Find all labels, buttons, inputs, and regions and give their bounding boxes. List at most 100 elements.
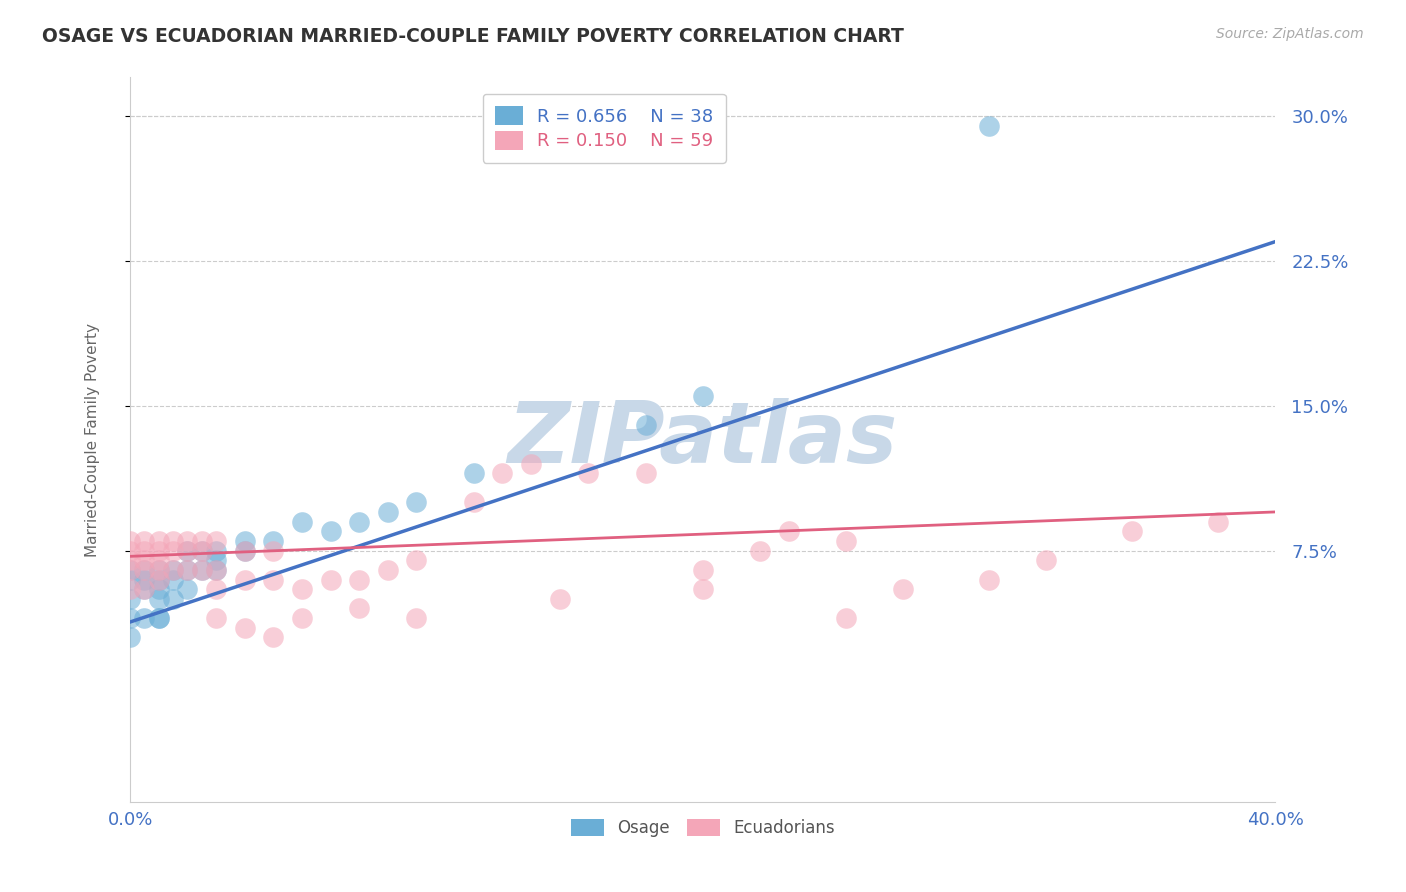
Point	[162, 543, 184, 558]
Point	[576, 467, 599, 481]
Point	[120, 631, 142, 645]
Point	[176, 582, 198, 596]
Point	[134, 543, 156, 558]
Point	[405, 495, 427, 509]
Point	[319, 524, 342, 539]
Point	[205, 553, 228, 567]
Point	[692, 389, 714, 403]
Point	[262, 543, 284, 558]
Point	[120, 582, 142, 596]
Point	[120, 543, 142, 558]
Point	[162, 573, 184, 587]
Point	[291, 582, 314, 596]
Point	[347, 515, 370, 529]
Point	[749, 543, 772, 558]
Point	[134, 533, 156, 548]
Point	[778, 524, 800, 539]
Point	[205, 533, 228, 548]
Point	[463, 467, 485, 481]
Point	[463, 495, 485, 509]
Point	[120, 591, 142, 606]
Point	[319, 573, 342, 587]
Point	[835, 533, 858, 548]
Point	[377, 505, 399, 519]
Point	[205, 543, 228, 558]
Point	[120, 533, 142, 548]
Point	[162, 591, 184, 606]
Point	[176, 543, 198, 558]
Point	[891, 582, 914, 596]
Point	[233, 543, 256, 558]
Point	[134, 582, 156, 596]
Point	[347, 601, 370, 615]
Point	[835, 611, 858, 625]
Legend: Osage, Ecuadorians: Osage, Ecuadorians	[564, 813, 842, 844]
Point	[134, 553, 156, 567]
Point	[377, 563, 399, 577]
Point	[262, 533, 284, 548]
Point	[347, 573, 370, 587]
Point	[491, 467, 513, 481]
Point	[233, 543, 256, 558]
Point	[148, 553, 170, 567]
Point	[176, 563, 198, 577]
Point	[262, 573, 284, 587]
Point	[190, 543, 212, 558]
Point	[233, 621, 256, 635]
Point	[405, 553, 427, 567]
Point	[134, 563, 156, 577]
Point	[1121, 524, 1143, 539]
Point	[520, 457, 543, 471]
Point	[134, 582, 156, 596]
Point	[190, 563, 212, 577]
Point	[291, 515, 314, 529]
Point	[148, 563, 170, 577]
Point	[148, 573, 170, 587]
Point	[148, 533, 170, 548]
Point	[148, 573, 170, 587]
Point	[1206, 515, 1229, 529]
Point	[120, 563, 142, 577]
Point	[148, 611, 170, 625]
Point	[979, 119, 1001, 133]
Point	[148, 591, 170, 606]
Point	[205, 611, 228, 625]
Point	[548, 591, 571, 606]
Point	[233, 533, 256, 548]
Point	[634, 417, 657, 432]
Text: Source: ZipAtlas.com: Source: ZipAtlas.com	[1216, 27, 1364, 41]
Point	[190, 543, 212, 558]
Point	[134, 563, 156, 577]
Point	[148, 582, 170, 596]
Point	[176, 533, 198, 548]
Point	[205, 563, 228, 577]
Point	[692, 563, 714, 577]
Point	[692, 582, 714, 596]
Point	[162, 563, 184, 577]
Text: ZIPatlas: ZIPatlas	[508, 398, 898, 481]
Point	[148, 611, 170, 625]
Point	[190, 533, 212, 548]
Point	[120, 563, 142, 577]
Point	[120, 553, 142, 567]
Point	[176, 563, 198, 577]
Point	[162, 533, 184, 548]
Point	[148, 563, 170, 577]
Text: OSAGE VS ECUADORIAN MARRIED-COUPLE FAMILY POVERTY CORRELATION CHART: OSAGE VS ECUADORIAN MARRIED-COUPLE FAMIL…	[42, 27, 904, 45]
Point	[405, 611, 427, 625]
Point	[1035, 553, 1057, 567]
Y-axis label: Married-Couple Family Poverty: Married-Couple Family Poverty	[86, 323, 100, 557]
Point	[205, 582, 228, 596]
Point	[134, 611, 156, 625]
Point	[148, 543, 170, 558]
Point	[176, 543, 198, 558]
Point	[120, 611, 142, 625]
Point	[190, 563, 212, 577]
Point	[979, 573, 1001, 587]
Point	[134, 573, 156, 587]
Point	[291, 611, 314, 625]
Point	[120, 573, 142, 587]
Point	[634, 467, 657, 481]
Point	[233, 573, 256, 587]
Point	[262, 631, 284, 645]
